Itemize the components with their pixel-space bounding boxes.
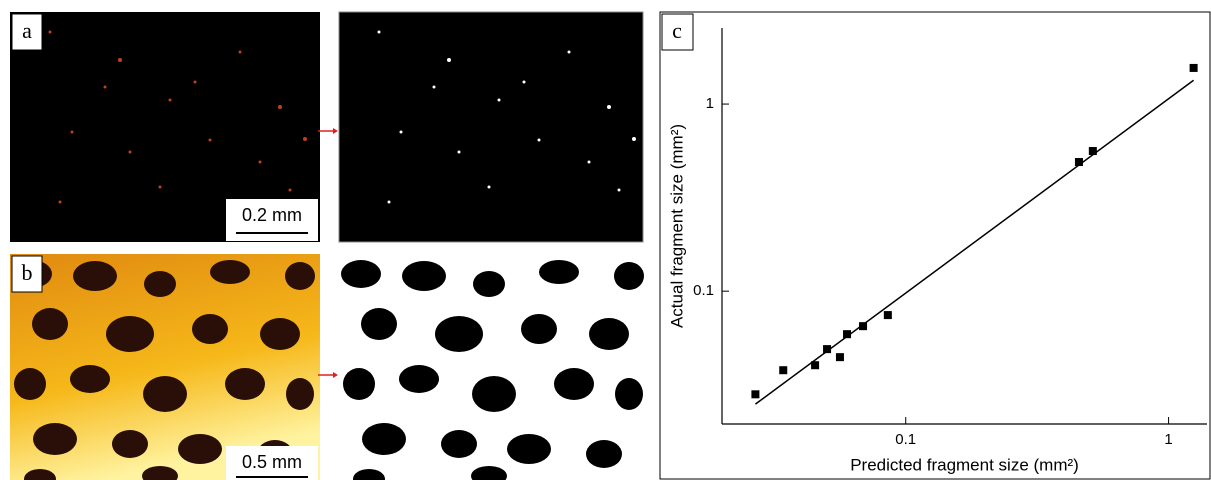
scale-label: 0.5 mm — [242, 452, 302, 472]
panel-label: c — [672, 18, 682, 43]
point — [779, 366, 787, 374]
y-tick-label: 1 — [706, 95, 714, 112]
arrow-head — [333, 372, 338, 378]
point — [884, 311, 892, 319]
arrow-head — [333, 128, 338, 134]
y-axis-label: Actual fragment size (mm²) — [667, 124, 686, 328]
panel-label: a — [22, 18, 32, 43]
scale-label: 0.2 mm — [242, 205, 302, 225]
point — [843, 330, 851, 338]
point — [751, 390, 759, 398]
point — [859, 322, 867, 330]
point — [811, 361, 819, 369]
point — [1089, 147, 1097, 155]
x-axis-label: Predicted fragment size (mm²) — [850, 455, 1079, 474]
binary-image — [339, 12, 643, 242]
panel-label: b — [22, 260, 33, 285]
x-tick-label: 1 — [1164, 431, 1172, 448]
x-tick-label: 0.1 — [895, 431, 916, 448]
point — [836, 353, 844, 361]
chart-frame — [660, 12, 1210, 479]
point — [1190, 64, 1198, 72]
point — [1075, 158, 1083, 166]
point — [823, 345, 831, 353]
figure: a 0.2 mm b 0.5 mm c 0.1 1 0.1 1 Predicted fr… — [0, 0, 1211, 480]
y-tick-label: 0.1 — [693, 282, 714, 299]
